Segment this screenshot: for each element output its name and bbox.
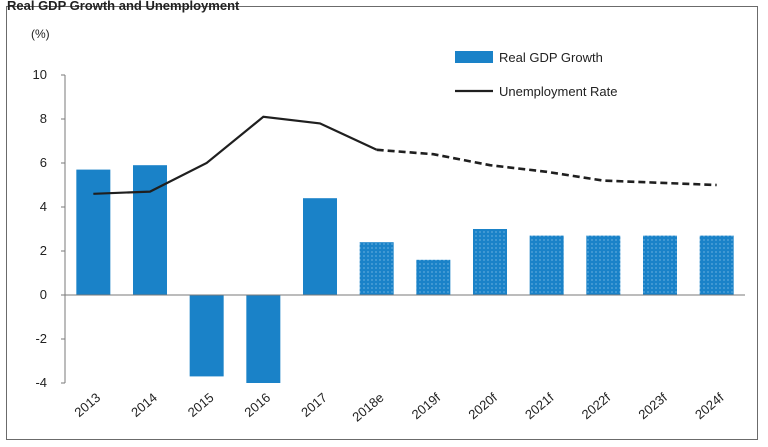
bars [76,165,734,383]
chart-caption: Real GDP Growth and Unemployment [7,0,240,13]
bar-2021f [529,235,564,295]
bar-2019f [416,259,451,295]
chart: (%) 10 8 6 4 2 0 -2 -4 2013 2014 2015 2016 2017 2018… [31,27,745,425]
chart-frame: Real GDP Growth and Unemployment (%) 10 8… [6,0,758,440]
y-tick-label: -2 [35,331,47,346]
legend: Real GDP Growth Unemployment Rate [455,50,618,99]
y-tick-label: 4 [40,199,47,214]
bar-2016 [246,295,281,383]
unemployment-line-forecast [376,148,717,187]
x-tick-label: 2019f [409,390,444,423]
x-tick-label: 2016 [241,390,273,420]
legend-swatch-gdp [455,51,493,63]
y-axis-unit-label: (%) [31,27,50,41]
x-tick-label: 2013 [71,390,103,420]
x-tick-label: 2014 [128,390,160,420]
legend-label-unemployment: Unemployment Rate [499,84,618,99]
bar-2017 [303,198,337,295]
unemployment-line [93,115,717,195]
unemployment-line-actual [93,115,378,195]
x-axis: 2013 2014 2015 2016 2017 2018e 2019f 2020f 2021f… [65,294,745,425]
x-tick-label: 2024f [692,390,727,423]
x-tick-label: 2020f [465,390,500,423]
bar-2022f [586,235,621,295]
x-tick-label: 2015 [185,390,217,420]
y-tick-label: 2 [40,243,47,258]
y-tick-label: 8 [40,111,47,126]
y-tick-label: -4 [35,375,47,390]
y-tick-label: 10 [33,67,47,82]
bar-2015 [189,295,224,377]
legend-label-gdp: Real GDP Growth [499,50,603,65]
bar-2013 [76,169,111,295]
bar-2023f [643,235,677,295]
y-tick-label: 6 [40,155,47,170]
x-tick-label: 2023f [635,390,670,423]
y-tick-label: 0 [40,287,47,302]
x-tick-label: 2021f [522,390,557,423]
x-tick-label: 2017 [298,390,330,420]
y-axis: 10 8 6 4 2 0 -2 -4 [33,67,66,390]
bar-2018e [359,242,394,295]
bar-2020f [473,229,507,295]
x-tick-label: 2018e [349,390,386,425]
x-tick-label: 2022f [579,390,614,423]
bar-2024f [699,235,734,295]
